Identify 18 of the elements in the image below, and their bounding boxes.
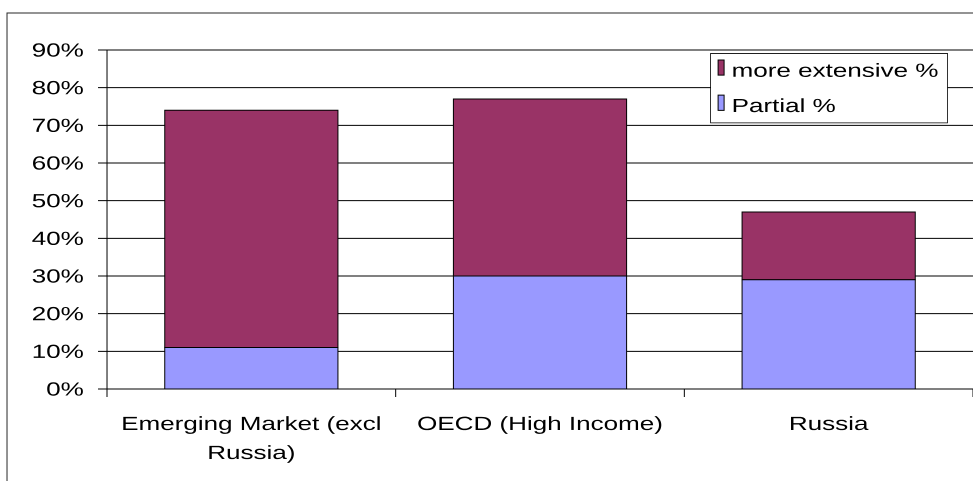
bar (742, 279, 916, 389)
y-tick-label: 0% (47, 382, 83, 396)
legend-label: more extensive % (733, 63, 938, 77)
bar (452, 275, 628, 389)
bar (164, 347, 338, 389)
x-tick-label: OECD (High Income) (418, 416, 662, 434)
y-tick-label: 80% (32, 80, 83, 94)
legend-label: Partial % (734, 98, 835, 112)
y-tick-label: 20% (33, 306, 83, 320)
y-tick-label: 70% (33, 118, 83, 132)
x-tick-label: Emerging Market (excl Russia) (123, 416, 380, 463)
y-tick-label: 40% (32, 232, 83, 246)
y-tick-label: 90% (32, 43, 83, 57)
y-tick-label: 60% (33, 156, 83, 170)
y-tick-label: 30% (32, 269, 83, 283)
y-tick-label: 50% (32, 194, 83, 208)
x-tick-label: Russia (791, 416, 868, 430)
y-tick-label: 10% (34, 344, 83, 358)
